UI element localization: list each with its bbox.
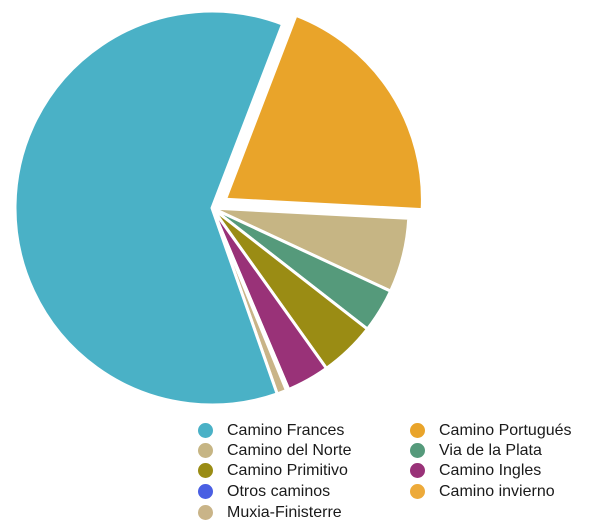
legend-label: Camino Ingles — [439, 462, 542, 479]
pie-slice-camino-frances[interactable] — [13, 9, 285, 407]
legend-swatch-icon — [410, 423, 425, 438]
legend-item-camino-frances[interactable]: Camino Frances — [198, 422, 344, 439]
legend-swatch-icon — [198, 484, 213, 499]
legend-label: Muxia-Finisterre — [227, 504, 342, 521]
legend-item-via-de-la-plata[interactable]: Via de la Plata — [410, 442, 542, 459]
legend: Camino Frances Camino Portugués Camino d… — [198, 422, 597, 526]
legend-item-camino-portugues[interactable]: Camino Portugués — [410, 422, 572, 439]
legend-label: Camino del Norte — [227, 442, 352, 459]
legend-item-camino-del-norte[interactable]: Camino del Norte — [198, 442, 352, 459]
pie-chart — [13, 9, 424, 407]
legend-swatch-icon — [410, 463, 425, 478]
legend-item-otros-caminos[interactable]: Otros caminos — [198, 483, 330, 500]
legend-swatch-icon — [198, 505, 213, 520]
legend-label: Camino Frances — [227, 422, 345, 439]
legend-item-camino-invierno[interactable]: Camino invierno — [410, 483, 555, 500]
legend-label: Camino Portugués — [439, 422, 572, 439]
legend-label: Via de la Plata — [439, 442, 542, 459]
legend-swatch-icon — [410, 484, 425, 499]
legend-label: Otros caminos — [227, 483, 331, 500]
legend-item-camino-ingles[interactable]: Camino Ingles — [410, 462, 541, 479]
legend-label: Camino Primitivo — [227, 462, 348, 479]
legend-swatch-icon — [198, 443, 213, 458]
legend-swatch-icon — [198, 423, 213, 438]
pie-slice-camino-portugues[interactable] — [223, 13, 424, 212]
legend-swatch-icon — [198, 463, 213, 478]
legend-item-muxia-finisterre[interactable]: Muxia-Finisterre — [198, 504, 342, 521]
legend-item-camino-primitivo[interactable]: Camino Primitivo — [198, 462, 348, 479]
legend-label: Camino invierno — [439, 483, 555, 500]
legend-swatch-icon — [410, 443, 425, 458]
